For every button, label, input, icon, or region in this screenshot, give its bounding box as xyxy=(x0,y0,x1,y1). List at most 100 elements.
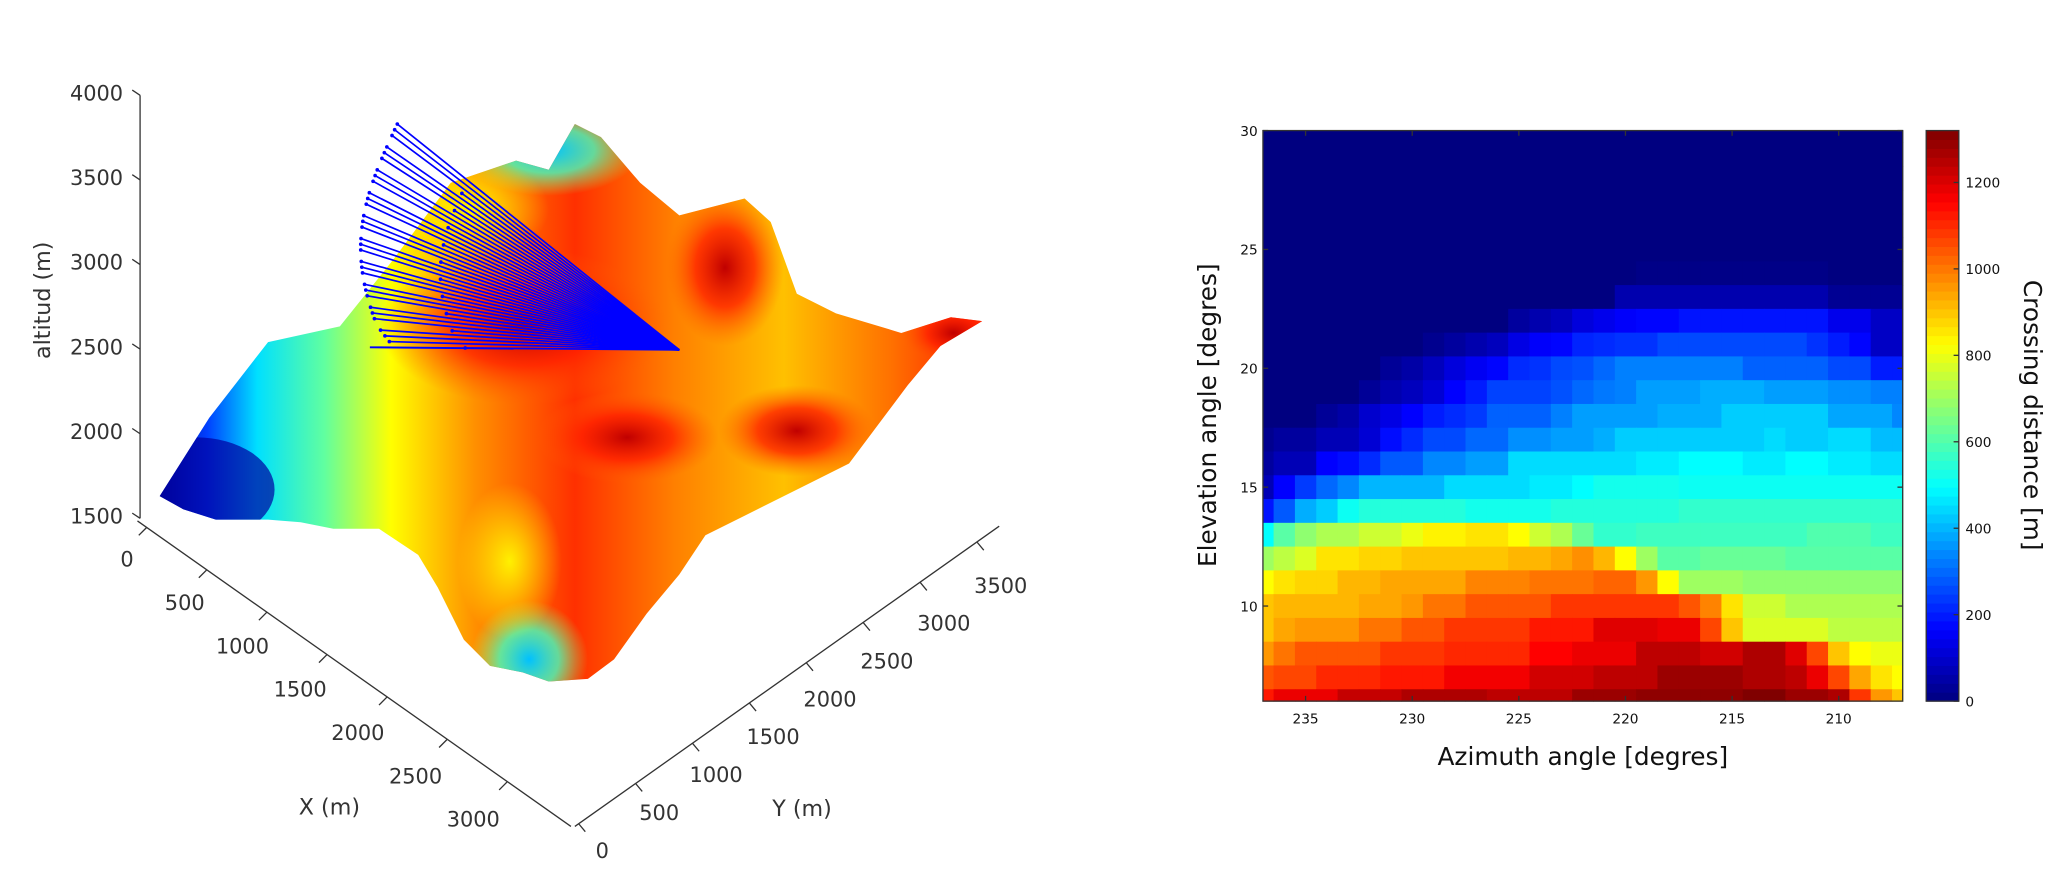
y-tick-mark xyxy=(635,783,643,792)
heatmap-cell xyxy=(1657,427,1680,453)
heatmap-cell xyxy=(1785,356,1808,381)
ray-line xyxy=(372,180,680,351)
heatmap-cell xyxy=(1742,213,1765,239)
heatmap-cell xyxy=(1273,403,1296,429)
heatmap-cell xyxy=(1572,403,1594,429)
colorbar-swatch xyxy=(1926,228,1959,239)
heatmap-cell xyxy=(1636,356,1658,381)
heatmap-cell xyxy=(1700,308,1722,334)
heatmap-cell xyxy=(1678,380,1701,405)
heatmap-cell xyxy=(1721,689,1744,702)
heatmap-cell xyxy=(1849,522,1872,548)
heatmap-cell xyxy=(1316,285,1339,310)
heatmap-cell xyxy=(1401,522,1424,548)
heatmap-cell xyxy=(1380,617,1403,643)
heatmap-cell xyxy=(1785,594,1808,619)
heatmap-cell xyxy=(1550,356,1573,381)
heatmap-cell xyxy=(1785,380,1808,405)
ray-endpoint xyxy=(367,190,372,195)
heatmap-cell xyxy=(1742,689,1765,702)
heatmap-cell xyxy=(1785,261,1808,286)
heatmap-cell xyxy=(1593,641,1616,666)
heatmap-cell xyxy=(1444,546,1467,571)
ray-endpoint xyxy=(360,225,364,229)
heatmap-cell xyxy=(1593,189,1616,215)
heatmap-cell xyxy=(1508,308,1531,334)
heatmap-cell xyxy=(1508,332,1531,357)
ray-line xyxy=(370,306,680,351)
colorbar-swatch xyxy=(1926,157,1959,167)
heatmap-cell xyxy=(1785,570,1808,595)
heatmap-cell xyxy=(1550,451,1573,476)
heatmap-cell xyxy=(1572,189,1594,215)
heatmap-cell xyxy=(1870,451,1893,476)
heatmap-cell xyxy=(1337,641,1360,666)
heatmap-frame xyxy=(1262,129,1904,702)
ray-endpoint xyxy=(380,156,384,161)
heatmap-cell xyxy=(1273,499,1296,524)
heatmap-cell xyxy=(1422,166,1445,191)
heatmap-cell xyxy=(1316,689,1339,702)
heatmap-cell xyxy=(1870,403,1893,429)
heatmap-cell xyxy=(1422,546,1445,571)
heatmap-cell xyxy=(1849,213,1872,239)
heatmap-cell xyxy=(1721,308,1744,334)
heatmap-cell xyxy=(1262,546,1275,571)
heatmap-cell xyxy=(1401,166,1424,191)
colorbar-swatch xyxy=(1926,567,1959,577)
heatmap-cell xyxy=(1337,261,1360,286)
heatmap-cell xyxy=(1380,451,1403,476)
heatmap-cell xyxy=(1316,380,1339,405)
ray-line xyxy=(365,289,680,351)
heatmap-cell xyxy=(1764,142,1786,167)
heatmap-cell xyxy=(1444,522,1467,548)
heatmap-cell xyxy=(1614,546,1637,571)
heatmap-cell xyxy=(1529,451,1552,476)
heatmap-cell xyxy=(1401,285,1424,310)
heatmap-cell xyxy=(1401,594,1424,619)
heatmap-cell xyxy=(1550,499,1573,524)
heatmap-cell xyxy=(1892,451,1904,476)
ray-endpoint xyxy=(441,243,446,247)
heatmap-cell xyxy=(1316,451,1339,476)
heatmap-cell xyxy=(1294,594,1317,619)
heatmap-cell xyxy=(1657,617,1680,643)
heatmap-cell xyxy=(1849,617,1872,643)
heatmap-cell xyxy=(1870,261,1893,286)
heatmap-cell xyxy=(1316,617,1339,643)
heatmap-cell xyxy=(1529,332,1552,357)
x-tick-label: 1500 xyxy=(274,678,327,702)
heatmap-cell xyxy=(1262,380,1275,405)
heatmap-cell xyxy=(1486,380,1509,405)
x-tick-mark xyxy=(498,781,508,791)
heatmap-cell xyxy=(1380,356,1403,381)
z-tick-label: 3000 xyxy=(70,251,123,275)
heatmap-cell xyxy=(1785,403,1808,429)
heatmap-cell xyxy=(1508,356,1531,381)
heatmap-cell xyxy=(1337,689,1360,702)
heatmap-cell xyxy=(1422,213,1445,239)
heatmap-cell xyxy=(1806,189,1829,215)
heatmap-cell xyxy=(1337,617,1360,643)
heatmap-cell xyxy=(1262,665,1275,690)
heatmap-cell xyxy=(1572,475,1594,500)
heatmap-cell xyxy=(1721,475,1744,500)
heatmap-cell xyxy=(1337,237,1360,262)
ray-endpoint xyxy=(358,242,363,247)
y-tick-label: 500 xyxy=(639,801,679,825)
heatmap-cell xyxy=(1529,189,1552,215)
heatmap-plot: 235 230 225 220 215 210 10 15 20 25 30 0 200 400 600 8… xyxy=(1193,124,2047,771)
heatmap-cell xyxy=(1721,451,1744,476)
heatmap-cell xyxy=(1764,261,1786,286)
heatmap-cell xyxy=(1572,570,1594,595)
heatmap-cell xyxy=(1294,356,1317,381)
heatmap-cell xyxy=(1486,166,1509,191)
colorbar-swatch xyxy=(1926,219,1959,230)
heatmap-cell xyxy=(1273,570,1296,595)
heatmap-cell xyxy=(1550,237,1573,262)
heatmap-cell xyxy=(1849,451,1872,476)
heatmap-cell xyxy=(1465,166,1488,191)
heatmap-cell xyxy=(1294,522,1317,548)
heatmap-cell xyxy=(1262,689,1275,702)
